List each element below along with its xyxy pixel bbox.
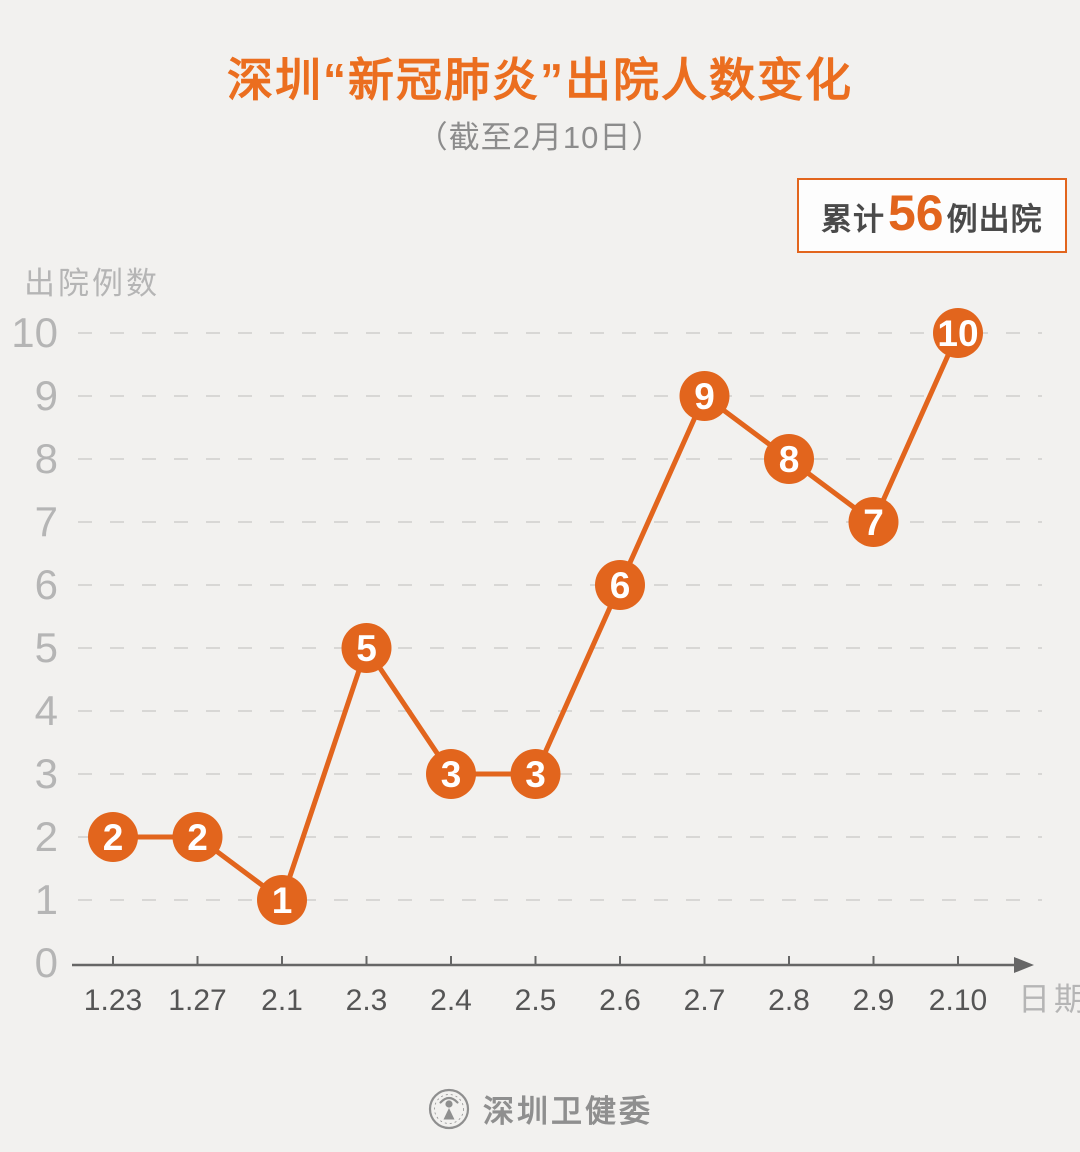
badge-suffix: 例出院 [946, 202, 1043, 237]
x-tick-label: 2.9 [853, 984, 895, 1017]
y-tick-label: 2 [35, 813, 58, 860]
data-point [595, 560, 645, 610]
footer: 深圳卫健委 [0, 1086, 1080, 1131]
data-point [510, 749, 561, 799]
y-tick-label: 8 [35, 435, 58, 482]
y-tick-label: 7 [35, 498, 58, 545]
x-axis-arrow [1014, 957, 1034, 973]
y-tick-label: 1 [35, 876, 58, 923]
data-point-value: 2 [103, 817, 124, 858]
data-point-value: 3 [525, 754, 546, 795]
org-name: 深圳卫健委 [483, 1094, 653, 1129]
data-point-value: 10 [937, 313, 978, 354]
x-tick-label: 2.6 [599, 984, 641, 1017]
data-point [933, 308, 983, 358]
x-tick-label: 2.8 [768, 984, 810, 1017]
line-chart: 0 1 2 3 4 5 6 7 8 9 10 1.23 1.27 2.1 2.3 2.4 2.5 2.6 2.7 2.… [11, 308, 1080, 1017]
emblem-person-icon [428, 1088, 470, 1129]
data-point-value: 6 [610, 565, 631, 606]
x-tick-label: 2.5 [515, 984, 557, 1017]
y-tick-label: 4 [35, 687, 58, 734]
badge-prefix: 累计 [821, 202, 885, 237]
x-tick-label: 1.27 [168, 984, 226, 1017]
x-axis-title: 日期 [1018, 981, 1080, 1017]
data-point [257, 875, 307, 925]
y-tick-label: 5 [35, 624, 58, 671]
x-tick-label: 1.23 [84, 984, 142, 1017]
data-point [341, 623, 392, 673]
cumulative-total-badge: 累计 56 例出院 [797, 178, 1067, 253]
x-tick-label: 2.3 [346, 984, 388, 1017]
y-tick-label: 9 [35, 372, 58, 419]
y-axis-title: 出院例数 [24, 266, 160, 301]
x-tick-label: 2.4 [430, 984, 472, 1017]
data-point [88, 812, 138, 862]
data-point [172, 812, 223, 862]
data-point-value: 3 [441, 754, 462, 795]
page-subtitle: （截至2月10日） [416, 120, 664, 155]
data-line [113, 331, 961, 903]
x-tick-label: 2.10 [929, 984, 987, 1017]
data-point-value: 5 [356, 628, 377, 669]
y-tick-label: 3 [35, 750, 58, 797]
data-point-value: 9 [694, 376, 715, 417]
page-title: 深圳“新冠肺炎”出院人数变化 [227, 54, 853, 106]
data-point-value: 1 [272, 880, 293, 921]
data-point-value: 2 [187, 817, 208, 858]
x-tick-label: 2.7 [684, 984, 726, 1017]
badge-value: 56 [888, 185, 944, 241]
y-tick-label: 10 [11, 309, 58, 356]
data-point [848, 497, 899, 547]
x-tick-label: 2.1 [261, 984, 303, 1017]
data-point [426, 749, 476, 799]
y-tick-label: 0 [35, 939, 58, 986]
data-point [679, 371, 730, 421]
data-point [764, 434, 814, 484]
data-point-value: 7 [863, 502, 884, 543]
data-point-value: 8 [779, 439, 800, 480]
y-tick-label: 6 [35, 561, 58, 608]
